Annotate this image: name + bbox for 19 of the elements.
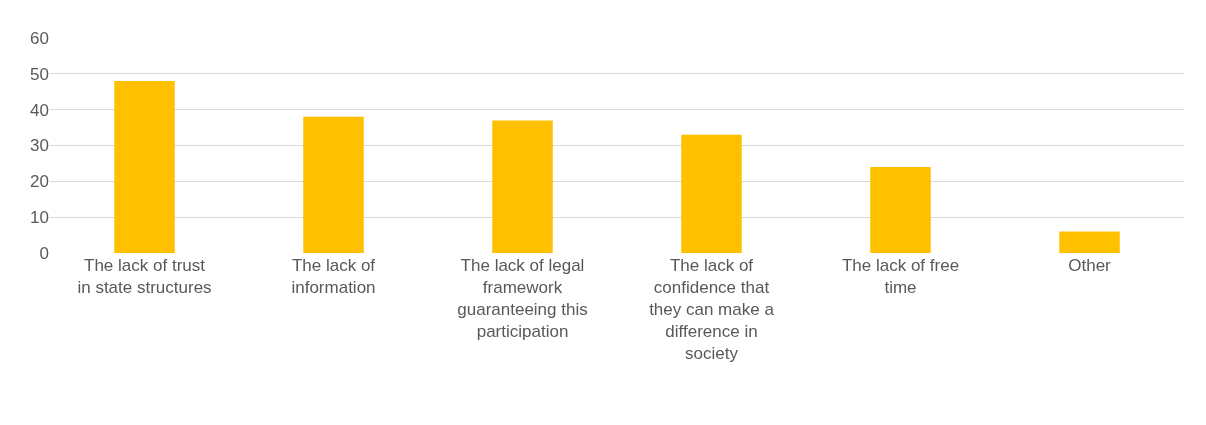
y-tick-label: 60 bbox=[30, 28, 49, 48]
y-tick-label: 40 bbox=[30, 100, 49, 120]
y-tick-label: 20 bbox=[30, 172, 49, 192]
bar bbox=[114, 81, 175, 253]
bar bbox=[870, 167, 931, 253]
x-tick-label: The lack of legal framework guaranteeing this participation bbox=[457, 256, 588, 342]
bar bbox=[492, 120, 553, 253]
x-tick-label: The lack of confidence that they can make a difference in society bbox=[649, 256, 775, 364]
y-tick-label: 30 bbox=[30, 136, 49, 156]
y-tick-label: 10 bbox=[30, 208, 49, 228]
x-tick-label: The lack of free time bbox=[841, 256, 960, 298]
y-tick-label: 0 bbox=[39, 243, 49, 263]
x-tick-label: Other bbox=[1068, 256, 1112, 275]
bar bbox=[303, 116, 364, 253]
bar bbox=[1059, 231, 1120, 253]
x-tick-label: The lack of trust in state structures bbox=[77, 256, 212, 298]
y-tick-label: 50 bbox=[30, 64, 49, 84]
x-tick-label: The lack of information bbox=[291, 256, 376, 298]
bar bbox=[681, 134, 742, 253]
